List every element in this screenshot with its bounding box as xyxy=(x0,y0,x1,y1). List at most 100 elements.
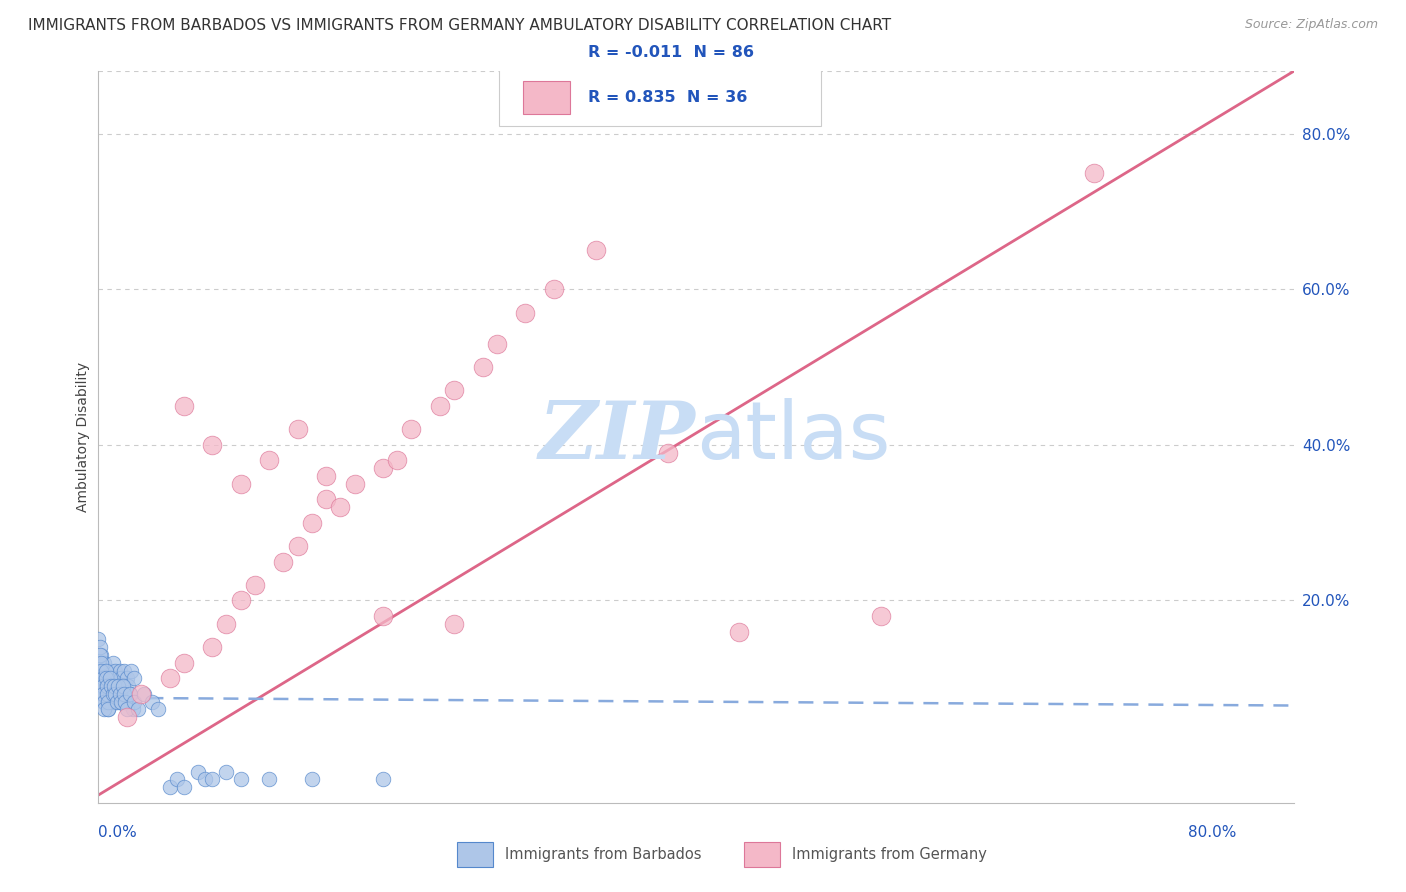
Point xyxy=(229,772,252,787)
Point xyxy=(105,671,128,685)
Point xyxy=(315,469,337,483)
Point xyxy=(110,671,132,685)
Text: 0.0%: 0.0% xyxy=(98,824,138,839)
Point xyxy=(187,764,209,779)
Point xyxy=(115,710,138,724)
Point xyxy=(429,399,451,413)
Point xyxy=(315,492,337,507)
Point xyxy=(585,244,607,258)
FancyBboxPatch shape xyxy=(499,24,821,126)
Point xyxy=(401,422,423,436)
Point xyxy=(93,656,115,670)
Point xyxy=(98,687,121,701)
Point xyxy=(371,609,394,624)
Point xyxy=(132,687,155,701)
Point xyxy=(103,679,125,693)
Point xyxy=(90,648,112,662)
Point xyxy=(229,593,252,607)
Point xyxy=(100,664,122,678)
Point xyxy=(273,555,295,569)
Point xyxy=(112,664,135,678)
Point xyxy=(91,687,114,701)
Point xyxy=(111,687,134,701)
Point xyxy=(201,438,224,452)
Point xyxy=(96,687,118,701)
Point xyxy=(201,772,224,787)
Point xyxy=(103,679,125,693)
Point xyxy=(105,679,128,693)
Point xyxy=(91,671,114,685)
Point xyxy=(485,336,508,351)
Point xyxy=(114,695,136,709)
Point xyxy=(129,687,152,701)
FancyBboxPatch shape xyxy=(744,841,779,867)
Point xyxy=(107,679,129,693)
Point xyxy=(543,282,565,296)
Point xyxy=(343,476,366,491)
Point xyxy=(94,664,117,678)
Point xyxy=(115,671,138,685)
Point xyxy=(100,679,122,693)
Point xyxy=(371,461,394,475)
Point xyxy=(96,664,118,678)
Point xyxy=(301,516,323,530)
Point xyxy=(141,695,163,709)
Point xyxy=(101,656,124,670)
Point xyxy=(257,453,280,467)
Point xyxy=(194,772,217,787)
Point xyxy=(118,687,141,701)
Point xyxy=(94,671,117,685)
Point xyxy=(107,687,129,701)
Point xyxy=(103,687,125,701)
Point xyxy=(91,679,114,693)
Point xyxy=(96,679,118,693)
Point xyxy=(105,695,128,709)
Point xyxy=(98,679,121,693)
Point xyxy=(122,671,145,685)
Point xyxy=(257,772,280,787)
Point xyxy=(127,702,149,716)
Point xyxy=(91,687,114,701)
Point xyxy=(101,687,124,701)
Point xyxy=(443,384,465,398)
Text: ZIP: ZIP xyxy=(538,399,696,475)
Point xyxy=(97,702,120,716)
Point xyxy=(215,764,238,779)
Point xyxy=(287,422,309,436)
Point xyxy=(515,305,537,319)
Point xyxy=(96,687,118,701)
Point xyxy=(104,687,127,701)
Text: atlas: atlas xyxy=(696,398,890,476)
Point xyxy=(657,445,679,459)
Point xyxy=(87,656,110,670)
Point xyxy=(91,664,114,678)
Point xyxy=(90,679,112,693)
Point xyxy=(89,671,111,685)
Point xyxy=(201,640,224,655)
Point xyxy=(287,539,309,553)
Point xyxy=(122,695,145,709)
Text: R = 0.835  N = 36: R = 0.835 N = 36 xyxy=(589,90,748,105)
Text: R = -0.011  N = 86: R = -0.011 N = 86 xyxy=(589,45,755,60)
Point xyxy=(100,695,122,709)
Point xyxy=(108,687,131,701)
Point xyxy=(89,648,111,662)
Point xyxy=(243,578,266,592)
Point xyxy=(215,616,238,631)
Point xyxy=(114,695,136,709)
Point xyxy=(93,702,115,716)
Point xyxy=(93,695,115,709)
Point xyxy=(1083,165,1105,179)
Point xyxy=(117,679,139,693)
Point xyxy=(101,671,124,685)
Point xyxy=(148,702,170,716)
Y-axis label: Ambulatory Disability: Ambulatory Disability xyxy=(76,362,90,512)
Point xyxy=(173,656,195,670)
Point xyxy=(89,640,111,655)
Point xyxy=(90,656,112,670)
Point xyxy=(727,624,749,639)
Point xyxy=(110,695,132,709)
Point xyxy=(371,772,394,787)
Point xyxy=(97,671,120,685)
Text: Source: ZipAtlas.com: Source: ZipAtlas.com xyxy=(1244,18,1378,31)
